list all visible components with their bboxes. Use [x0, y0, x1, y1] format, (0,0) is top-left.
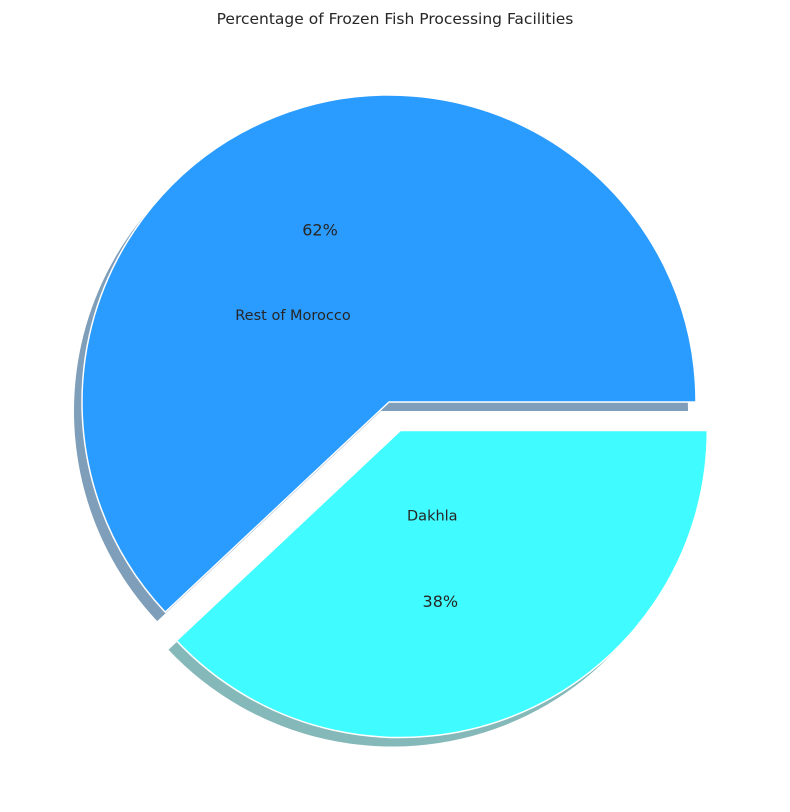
label-layer: Rest of Morocco 62% Dakhla 38% — [235, 221, 458, 612]
slice-pct-rest-of-morocco: 62% — [302, 221, 338, 240]
slice-label-rest-of-morocco: Rest of Morocco — [235, 308, 351, 324]
pie-slice-dakhla — [175, 429, 709, 739]
pie-slice-rest-of-morocco — [81, 94, 697, 613]
slice-pct-dakhla: 38% — [423, 592, 459, 611]
slice-label-dakhla: Dakhla — [407, 509, 458, 525]
chart-title: Percentage of Frozen Fish Processing Fac… — [217, 10, 574, 28]
slice-layer — [81, 94, 709, 739]
